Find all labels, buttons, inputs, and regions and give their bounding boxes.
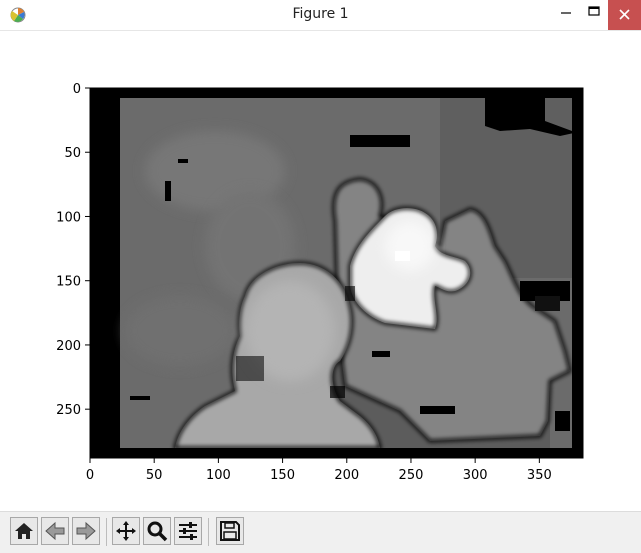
maximize-icon[interactable]	[581, 2, 607, 22]
figure-canvas[interactable]: 0 50 100 150 200 250 300 350 0 50 100 150 200 250	[0, 31, 641, 511]
home-icon	[15, 523, 33, 539]
x-tick-label: 100	[206, 468, 231, 483]
y-tick-label: 250	[56, 403, 81, 418]
back-arrow-icon	[45, 521, 65, 541]
y-axis: 0 50 100 150 200 250	[56, 82, 90, 418]
plot-area[interactable]: 0 50 100 150 200 250 300 350 0 50 100 150 200 250	[0, 31, 641, 511]
magnifier-icon	[147, 521, 168, 542]
y-tick-label: 200	[56, 339, 81, 354]
forward-button[interactable]	[72, 517, 100, 545]
close-icon[interactable]	[608, 0, 641, 30]
back-button[interactable]	[41, 517, 69, 545]
toolbar-separator	[106, 518, 107, 546]
x-axis: 0 50 100 150 200 250 300 350	[86, 458, 552, 483]
minimize-icon[interactable]	[553, 2, 579, 22]
sliders-icon	[179, 522, 197, 540]
toolbar-separator	[208, 518, 209, 546]
x-tick-label: 250	[399, 468, 424, 483]
pan-button[interactable]	[112, 517, 140, 545]
y-tick-label: 100	[56, 210, 81, 225]
x-tick-label: 350	[527, 468, 552, 483]
home-button[interactable]	[10, 517, 38, 545]
title-bar: Figure 1	[0, 0, 641, 31]
save-button[interactable]	[216, 517, 244, 545]
floppy-disk-icon	[220, 521, 240, 541]
x-tick-label: 50	[146, 468, 163, 483]
y-tick-label: 50	[64, 146, 81, 161]
matplotlib-figure-icon	[10, 7, 26, 23]
x-tick-label: 150	[270, 468, 295, 483]
configure-subplots-button[interactable]	[174, 517, 202, 545]
x-tick-label: 200	[334, 468, 359, 483]
forward-arrow-icon	[76, 521, 96, 541]
pan-move-icon	[116, 521, 136, 541]
window-title: Figure 1	[292, 6, 349, 22]
depth-image	[90, 88, 583, 458]
x-tick-label: 0	[86, 468, 94, 483]
zoom-button[interactable]	[143, 517, 171, 545]
navigation-toolbar	[0, 511, 641, 553]
y-tick-label: 150	[56, 275, 81, 290]
x-tick-label: 300	[463, 468, 488, 483]
axes-frame	[89, 87, 584, 459]
y-tick-label: 0	[73, 82, 81, 97]
